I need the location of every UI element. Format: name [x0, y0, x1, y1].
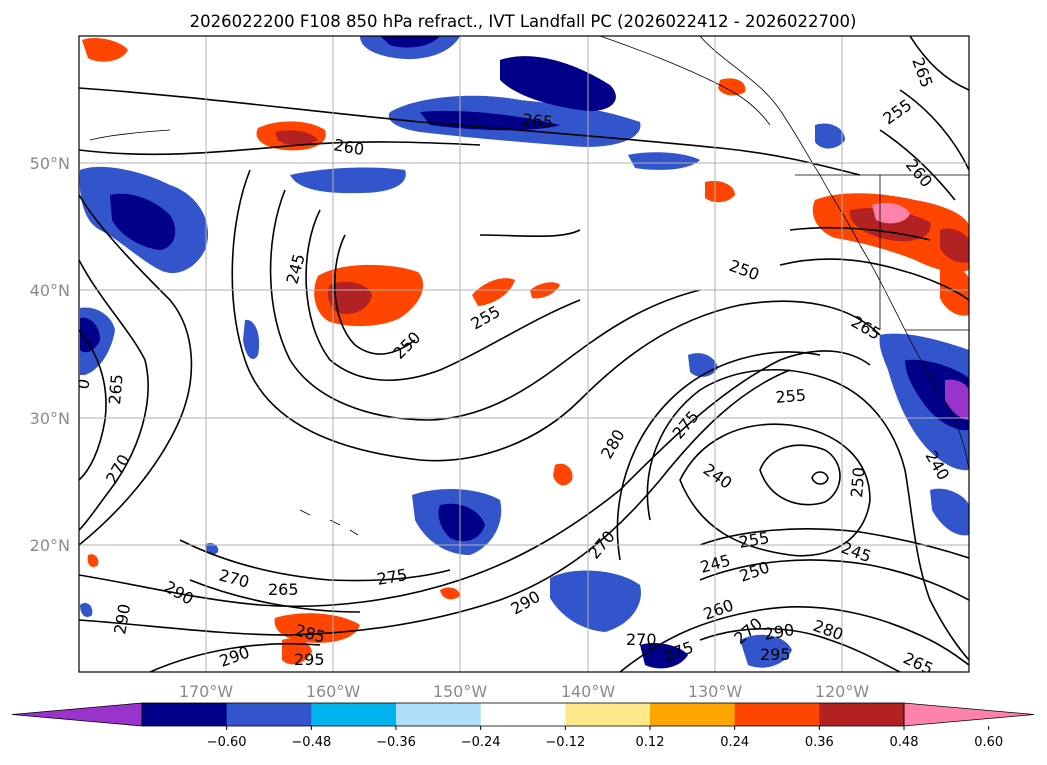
colorbar	[11, 702, 1035, 727]
contour-label: 265	[268, 580, 299, 599]
colorbar-segment	[311, 703, 397, 726]
lat-label: 50°N	[30, 154, 70, 173]
lon-axis: 170°W 160°W 150°W 140°W 130°W 120°W	[179, 682, 870, 701]
lon-label: 140°W	[561, 682, 616, 701]
colorbar-segment	[734, 703, 820, 726]
lon-label: 150°W	[433, 682, 488, 701]
colorbar-segment	[396, 703, 482, 726]
contour-label: 295	[294, 650, 325, 669]
graticule	[79, 36, 969, 672]
lon-label: 130°W	[688, 682, 743, 701]
contour-label: 265	[105, 373, 127, 405]
colorbar-tick-label: 0.12	[636, 735, 665, 750]
contour-label: 250	[847, 466, 869, 498]
colorbar-segment	[819, 703, 905, 726]
contour-label: 265	[522, 110, 554, 132]
colorbar-segment	[142, 703, 228, 726]
colorbar-ticks: −0.60 −0.48 −0.36 −0.24 −0.12 0.12 0.24 0.36 0.4…	[207, 726, 1003, 750]
colorbar-extend-high	[903, 702, 1035, 727]
contour-label: 295	[760, 645, 791, 664]
colorbar-tick-label: −0.24	[461, 735, 501, 750]
colorbar-tick-label: 0.36	[805, 735, 834, 750]
contour-label: 270	[626, 630, 657, 649]
lat-label: 20°N	[30, 536, 70, 555]
lon-label: 170°W	[179, 682, 234, 701]
colorbar-tick-label: 0.24	[720, 735, 749, 750]
contour-lines	[79, 36, 969, 672]
colorbar-tick-label: −0.36	[376, 735, 416, 750]
colorbar-tick-label: 0.48	[890, 735, 919, 750]
map-title: 2026022200 F108 850 hPa refract., IVT La…	[190, 12, 857, 31]
lon-label: 160°W	[306, 682, 361, 701]
colorbar-extend-low	[11, 702, 143, 727]
colorbar-tick-label: −0.12	[545, 735, 585, 750]
lat-label: 40°N	[30, 281, 70, 300]
map-frame	[78, 35, 970, 673]
lat-axis: 50°N 40°N 30°N 20°N	[30, 154, 70, 555]
colorbar-segment	[480, 703, 566, 726]
lon-label: 120°W	[815, 682, 870, 701]
colorbar-segment	[650, 703, 736, 726]
colorbar-segment	[226, 703, 312, 726]
colorbar-outline	[141, 702, 905, 727]
shaded-field	[79, 36, 969, 669]
contour-label: 0	[73, 377, 93, 390]
colorbar-tick-label: −0.48	[291, 735, 331, 750]
colorbar-tick-label: −0.60	[207, 735, 247, 750]
lat-label: 30°N	[30, 409, 70, 428]
colorbar-tick-label: 0.60	[974, 735, 1003, 750]
contour-label: 255	[775, 385, 807, 407]
colorbar-segment	[565, 703, 651, 726]
